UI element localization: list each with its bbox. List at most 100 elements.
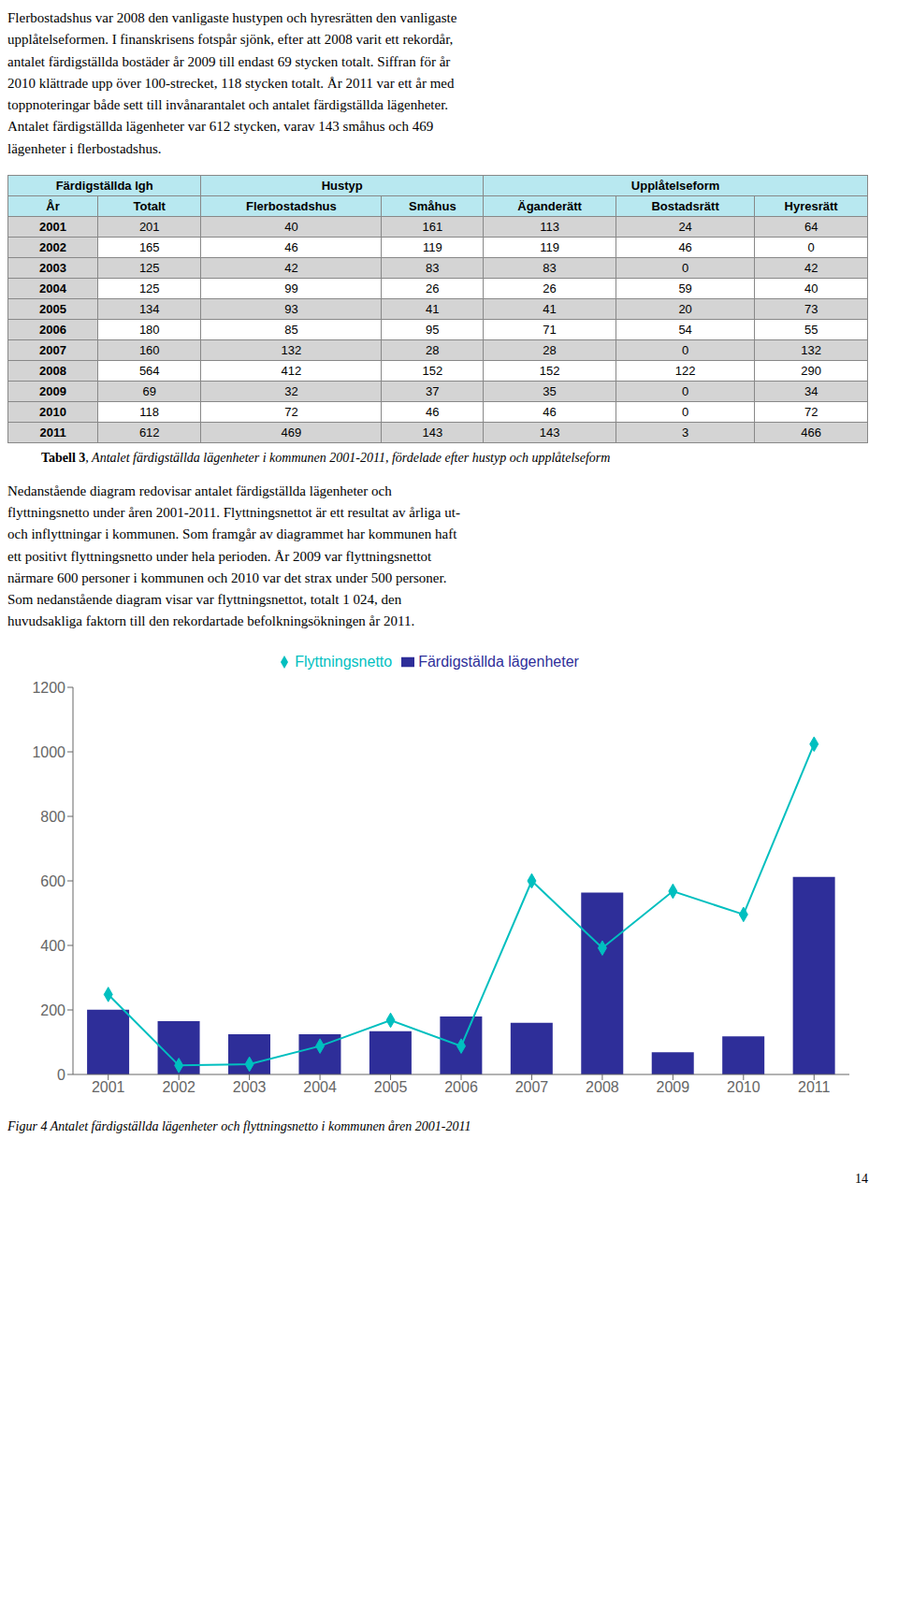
html-text:Hustyp: Hustyp: [321, 178, 363, 193]
svg-text:2004: 2004: [303, 1079, 337, 1096]
svg-text:2010: 2010: [726, 1079, 761, 1096]
html-text:83: 83: [425, 260, 440, 275]
html-text:72: 72: [284, 404, 299, 419]
html-text:2003: 2003: [39, 260, 67, 275]
html-text:469: 469: [281, 425, 302, 440]
html-text:93: 93: [284, 301, 299, 316]
html-text:143: 143: [539, 425, 560, 440]
html-text:143: 143: [422, 425, 443, 440]
html-text:Småhus: Småhus: [408, 199, 457, 214]
html-text:69: 69: [142, 384, 157, 399]
html-text:113: 113: [539, 219, 560, 234]
svg-text:2005: 2005: [374, 1079, 408, 1096]
html-text:Tabell 3, Antalet färdigställd: Tabell 3, Antalet färdigställda lägenhet…: [41, 450, 611, 465]
html-text:Flyttningsnetto: Flyttningsnetto: [294, 653, 393, 670]
html-text:Bostadsrätt: Bostadsrätt: [651, 199, 720, 214]
html-text:165: 165: [139, 240, 160, 255]
html-text:201: 201: [139, 219, 160, 234]
html-text:118: 118: [139, 404, 160, 419]
html-text:20: 20: [678, 301, 693, 316]
html-text:Nedanstående diagram redovisar: Nedanstående diagram redovisar antalet f…: [7, 483, 461, 629]
html-text:564: 564: [139, 363, 160, 378]
html-text:Figur 4 Antalet färdigställda: Figur 4 Antalet färdigställda lägenheter…: [7, 1119, 471, 1134]
html-text:180: 180: [139, 322, 160, 337]
html-text:71: 71: [542, 322, 557, 337]
svg-text:2011: 2011: [797, 1079, 831, 1096]
html-text:125: 125: [139, 260, 160, 275]
html-text:2001: 2001: [39, 219, 67, 234]
html-text:2009: 2009: [39, 384, 67, 399]
html-text:Upplåtelseform: Upplåtelseform: [631, 178, 720, 193]
html-text:59: 59: [678, 281, 693, 296]
html-text:119: 119: [422, 240, 443, 255]
svg-text:0: 0: [57, 1066, 66, 1083]
html-text:46: 46: [542, 404, 557, 419]
html-text:99: 99: [284, 281, 299, 296]
html-text:46: 46: [425, 404, 440, 419]
html-text:28: 28: [542, 343, 557, 358]
html-text:26: 26: [425, 281, 440, 296]
html-text:41: 41: [425, 301, 440, 316]
html-text:132: 132: [281, 343, 302, 358]
html-text:24: 24: [678, 219, 693, 234]
html-text:152: 152: [539, 363, 560, 378]
svg-text:1000: 1000: [31, 743, 66, 760]
html-text:37: 37: [425, 384, 440, 399]
svg-text:2001: 2001: [91, 1079, 126, 1096]
svg-text:600: 600: [40, 872, 66, 889]
html-text:32: 32: [284, 384, 299, 399]
html-text:83: 83: [542, 260, 557, 275]
html-text:Hyresrätt: Hyresrätt: [784, 199, 838, 214]
html-text:Flerbostadshus var 2008 den va: Flerbostadshus var 2008 den vanligaste h…: [7, 10, 457, 156]
html-text:Totalt: Totalt: [133, 199, 166, 214]
html-text:119: 119: [539, 240, 560, 255]
svg-text:2007: 2007: [515, 1079, 550, 1096]
html-text:160: 160: [139, 343, 160, 358]
html-text:85: 85: [284, 322, 299, 337]
svg-text:800: 800: [40, 808, 66, 825]
html-text:132: 132: [800, 343, 822, 358]
svg-text:2006: 2006: [444, 1079, 478, 1096]
html-text:2004: 2004: [39, 281, 67, 296]
html-text:125: 125: [139, 281, 160, 296]
html-text:122: 122: [675, 363, 696, 378]
html-text:28: 28: [425, 343, 440, 358]
html-text:134: 134: [139, 301, 160, 316]
html-text:Äganderätt: Äganderätt: [517, 199, 582, 214]
svg-text:1200: 1200: [31, 679, 66, 696]
svg-text:400: 400: [40, 937, 66, 954]
html-text:412: 412: [281, 363, 302, 378]
svg-text:2002: 2002: [161, 1079, 196, 1096]
html-text:40: 40: [284, 219, 299, 234]
html-text:612: 612: [139, 425, 160, 440]
html-text:46: 46: [284, 240, 299, 255]
html-text:46: 46: [678, 240, 693, 255]
html-text:2011: 2011: [39, 425, 67, 440]
html-text:35: 35: [542, 384, 557, 399]
html-text:2010: 2010: [39, 404, 67, 419]
html-text:64: 64: [804, 219, 818, 234]
html-text:466: 466: [800, 425, 822, 440]
html-text:År: År: [46, 199, 60, 214]
html-text:Färdigställda lgh: Färdigställda lgh: [55, 178, 154, 193]
html-text:2006: 2006: [39, 322, 67, 337]
html-text:Flerbostadshus: Flerbostadshus: [246, 199, 337, 214]
html-text:54: 54: [678, 322, 693, 337]
html-text:26: 26: [542, 281, 557, 296]
html-text:2007: 2007: [39, 343, 67, 358]
html-text:41: 41: [542, 301, 557, 316]
html-text:2008: 2008: [39, 363, 67, 378]
html-text:95: 95: [425, 322, 440, 337]
html-text:14: 14: [854, 1171, 869, 1186]
html-text:290: 290: [800, 363, 822, 378]
html-text:161: 161: [422, 219, 443, 234]
html-text:42: 42: [284, 260, 299, 275]
html-text:2005: 2005: [39, 301, 67, 316]
svg-text:2003: 2003: [232, 1079, 267, 1096]
html-text:152: 152: [422, 363, 443, 378]
svg-text:200: 200: [40, 1001, 66, 1018]
svg-text:2009: 2009: [656, 1079, 691, 1096]
svg-text:2008: 2008: [585, 1079, 620, 1096]
html-text:2002: 2002: [39, 240, 67, 255]
html-text:Färdigställda lägenheter: Färdigställda lägenheter: [418, 653, 579, 670]
